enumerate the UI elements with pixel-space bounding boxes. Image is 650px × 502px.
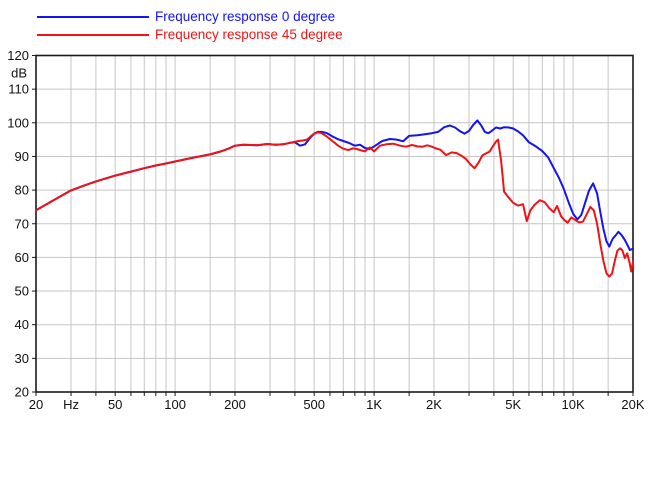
y-tick-label: 70 — [15, 216, 29, 231]
x-tick-label: 200 — [224, 397, 246, 412]
x-tick-label: 5K — [505, 397, 521, 412]
curve-0-degree — [35, 119, 634, 251]
x-tick-label: 10K — [562, 397, 585, 412]
y-tick-label: 110 — [8, 82, 29, 97]
y-tick-label: 120 — [7, 48, 29, 63]
y-tick-label: 20 — [15, 385, 29, 400]
y-tick-label: 80 — [15, 183, 29, 198]
y-tick-label: 50 — [15, 284, 29, 299]
x-tick-label: 20K — [621, 397, 644, 412]
legend-item-45-degree: Frequency response 45 degree — [37, 26, 343, 44]
x-tick-label: 100 — [164, 397, 186, 412]
y-tick-label: 100 — [7, 115, 29, 130]
y-tick-label: 90 — [15, 149, 29, 164]
y-tick-label: 30 — [15, 351, 29, 366]
legend-label-0-degree: Frequency response 0 degree — [155, 9, 336, 24]
legend: Frequency response 0 degree Frequency re… — [37, 8, 343, 44]
y-axis-unit-label: dB — [11, 66, 27, 81]
x-tick-label: 20 — [29, 397, 43, 412]
legend-line-45-degree-icon — [37, 34, 149, 36]
x-tick-label: 2K — [426, 397, 442, 412]
x-tick-label: 1K — [366, 397, 382, 412]
x-tick-label: Hz — [63, 397, 79, 412]
legend-line-0-degree-icon — [37, 16, 149, 18]
legend-label-45-degree: Frequency response 45 degree — [155, 27, 343, 42]
y-tick-label: 40 — [15, 317, 29, 332]
y-tick-label: 60 — [15, 250, 29, 265]
legend-item-0-degree: Frequency response 0 degree — [37, 8, 343, 26]
x-tick-label: 50 — [108, 397, 122, 412]
curve-45-degree — [35, 131, 634, 278]
x-tick-label: 500 — [303, 397, 325, 412]
